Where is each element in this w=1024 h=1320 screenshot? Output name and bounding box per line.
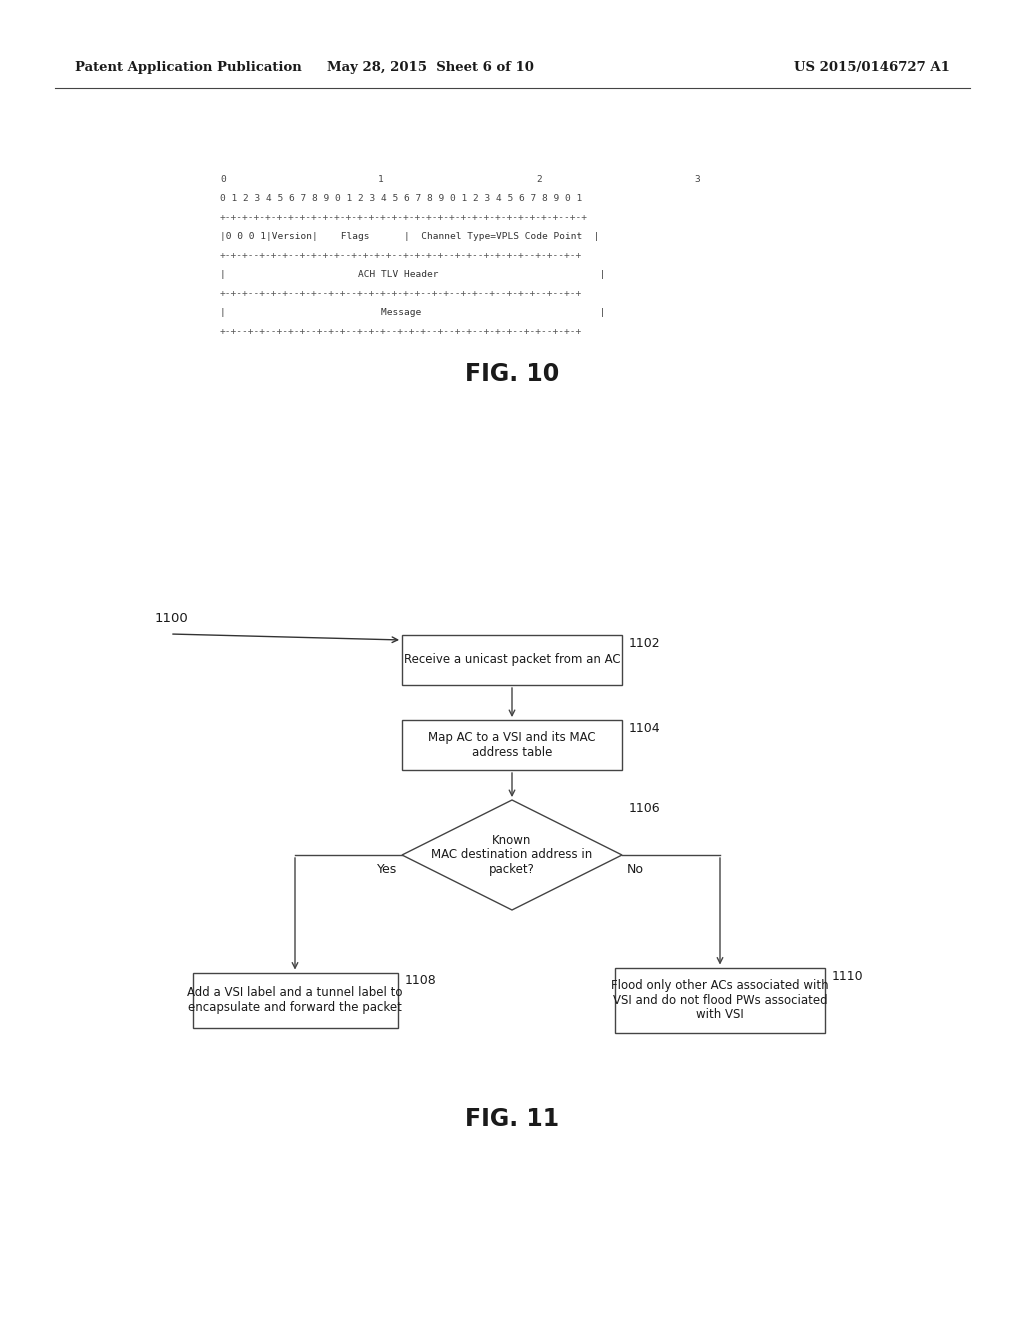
Polygon shape (402, 800, 622, 909)
Text: 1102: 1102 (629, 638, 660, 649)
Text: +-+-+-+-+-+-+-+-+-+-+-+-+-+-+-+-+-+-+-+-+-+-+-+-+-+-+-+-+-+--+-+: +-+-+-+-+-+-+-+-+-+-+-+-+-+-+-+-+-+-+-+-… (220, 213, 588, 222)
Text: |                       ACH TLV Header                            |: | ACH TLV Header | (220, 271, 605, 279)
Text: Patent Application Publication: Patent Application Publication (75, 62, 302, 74)
Text: +-+--+-+--+-+-+--+-+-+--+-+-+--+-+-+--+--+-+--+-+-+--+-+--+-+-+: +-+--+-+--+-+-+--+-+-+--+-+-+--+-+-+--+-… (220, 327, 583, 337)
FancyBboxPatch shape (402, 719, 622, 770)
Text: 0: 0 (220, 176, 225, 183)
Text: Flood only other ACs associated with
VSI and do not flood PWs associated
with VS: Flood only other ACs associated with VSI… (611, 978, 828, 1022)
Text: 1100: 1100 (155, 612, 188, 624)
Text: |0 0 0 1|Version|    Flags      |  Channel Type=VPLS Code Point  |: |0 0 0 1|Version| Flags | Channel Type=V… (220, 232, 599, 242)
FancyBboxPatch shape (193, 973, 397, 1027)
Text: Receive a unicast packet from an AC: Receive a unicast packet from an AC (403, 653, 621, 667)
Text: Add a VSI label and a tunnel label to
encapsulate and forward the packet: Add a VSI label and a tunnel label to en… (187, 986, 402, 1014)
Text: 1106: 1106 (629, 803, 660, 814)
Text: Yes: Yes (377, 863, 397, 876)
Text: 1104: 1104 (629, 722, 660, 735)
FancyBboxPatch shape (402, 635, 622, 685)
Text: 1: 1 (378, 176, 384, 183)
Text: US 2015/0146727 A1: US 2015/0146727 A1 (795, 62, 950, 74)
Text: May 28, 2015  Sheet 6 of 10: May 28, 2015 Sheet 6 of 10 (327, 62, 534, 74)
Text: 1108: 1108 (404, 974, 436, 987)
Text: FIG. 10: FIG. 10 (465, 362, 559, 385)
Text: Map AC to a VSI and its MAC
address table: Map AC to a VSI and its MAC address tabl… (428, 731, 596, 759)
Text: 1110: 1110 (831, 969, 863, 982)
Text: 2: 2 (536, 176, 542, 183)
Text: 0 1 2 3 4 5 6 7 8 9 0 1 2 3 4 5 6 7 8 9 0 1 2 3 4 5 6 7 8 9 0 1: 0 1 2 3 4 5 6 7 8 9 0 1 2 3 4 5 6 7 8 9 … (220, 194, 583, 203)
Text: Known
MAC destination address in
packet?: Known MAC destination address in packet? (431, 833, 593, 876)
Text: No: No (627, 863, 644, 876)
Text: +-+-+--+-+-+--+-+--+-+--+-+-+-+-+-+--+-+--+-+--+--+-+-+--+--+-+: +-+-+--+-+-+--+-+--+-+--+-+-+-+-+-+--+-+… (220, 289, 583, 298)
Text: +-+-+--+-+-+--+-+-+-+--+-+-+-+--+-+-+-+--+-+--+-+-+-+--+-+--+-+: +-+-+--+-+-+--+-+-+-+--+-+-+-+--+-+-+-+-… (220, 251, 583, 260)
Text: FIG. 11: FIG. 11 (465, 1107, 559, 1131)
FancyBboxPatch shape (615, 968, 825, 1032)
Text: 3: 3 (694, 176, 699, 183)
Text: |                           Message                               |: | Message | (220, 308, 605, 317)
